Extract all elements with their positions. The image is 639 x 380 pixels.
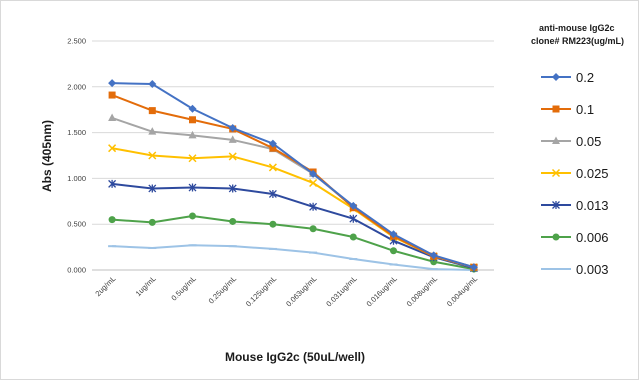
data-point bbox=[189, 116, 196, 124]
x-tick-label: 0.016ug/mL bbox=[365, 274, 399, 308]
data-point bbox=[552, 233, 560, 241]
data-point bbox=[269, 220, 277, 228]
data-point bbox=[429, 251, 438, 260]
legend-item: 0.006 bbox=[541, 230, 609, 245]
data-point bbox=[228, 152, 237, 161]
legend-item: 0.013 bbox=[541, 198, 609, 213]
data-point bbox=[148, 218, 156, 226]
y-tick-label: 1.500 bbox=[67, 128, 86, 137]
y-tick-label: 1.000 bbox=[67, 174, 86, 183]
data-point bbox=[389, 230, 398, 239]
data-point bbox=[268, 189, 277, 198]
legend-item: 0.003 bbox=[541, 262, 609, 277]
data-point bbox=[268, 163, 277, 172]
data-point bbox=[148, 107, 156, 115]
series-line bbox=[112, 244, 474, 271]
data-series bbox=[108, 79, 478, 273]
x-tick-label: 1ug/mL bbox=[134, 274, 158, 298]
legend-label: 0.05 bbox=[576, 134, 601, 149]
series-0.2 bbox=[108, 79, 478, 272]
y-axis-tick-labels: 0.000 0.500 1.000 1.500 2.000 2.500 bbox=[67, 37, 86, 275]
y-tick-label: 2.000 bbox=[67, 82, 86, 91]
data-point bbox=[188, 154, 197, 163]
series-line bbox=[112, 82, 475, 269]
x-axis-tick-labels: 2ug/mL 1ug/mL 0.5ug/mL 0.25ug/mL 0.125ug/mL 0… bbox=[93, 274, 479, 308]
data-point bbox=[188, 183, 197, 192]
legend-item: 0.2 bbox=[541, 70, 594, 85]
data-point bbox=[309, 225, 317, 233]
legend-item: 0.05 bbox=[541, 134, 601, 149]
data-point bbox=[349, 214, 358, 223]
data-point bbox=[551, 168, 561, 178]
x-tick-label: 0.063ug/mL bbox=[284, 274, 318, 308]
data-point bbox=[552, 73, 560, 81]
y-tick-label: 0.000 bbox=[67, 266, 86, 275]
y-tick-label: 2.500 bbox=[67, 37, 86, 46]
data-point bbox=[349, 233, 357, 241]
legend-label: 0.006 bbox=[576, 230, 609, 245]
legend-label: 0.025 bbox=[576, 166, 609, 181]
x-tick-label: 0.004ug/mL bbox=[445, 274, 479, 308]
data-point bbox=[349, 201, 358, 210]
data-point bbox=[148, 184, 157, 193]
data-point bbox=[148, 80, 157, 89]
legend-item: 0.1 bbox=[541, 102, 594, 117]
legend: anti-mouse IgG2c clone# RM223(ug/mL) 0.2… bbox=[531, 23, 624, 277]
legend-label: 0.1 bbox=[576, 102, 594, 117]
series-line bbox=[111, 116, 475, 269]
legend-label: 0.013 bbox=[576, 198, 609, 213]
legend-label: 0.003 bbox=[576, 262, 609, 277]
data-point bbox=[189, 212, 196, 220]
data-point bbox=[229, 217, 237, 225]
data-point bbox=[188, 104, 197, 113]
data-point bbox=[309, 178, 318, 188]
data-point bbox=[228, 124, 237, 133]
data-point bbox=[228, 135, 237, 143]
data-point bbox=[108, 79, 117, 88]
x-tick-label: 0.008ug/mL bbox=[405, 274, 439, 308]
y-axis-title: Abs (405nm) bbox=[40, 120, 54, 192]
data-point bbox=[148, 151, 157, 160]
x-tick-label: 0.125ug/mL bbox=[244, 274, 278, 308]
series-0.003 bbox=[108, 244, 478, 271]
legend-title-line1: anti-mouse IgG2c bbox=[539, 23, 615, 33]
data-point bbox=[108, 91, 116, 99]
data-point bbox=[430, 258, 438, 266]
legend-item: 0.025 bbox=[541, 166, 609, 181]
x-tick-label: 0.031ug/mL bbox=[324, 274, 358, 308]
x-tick-label: 2ug/mL bbox=[93, 274, 117, 298]
data-point bbox=[188, 130, 197, 139]
series-0.1 bbox=[108, 91, 478, 271]
x-axis-title: Mouse IgG2c (50uL/well) bbox=[225, 350, 365, 364]
x-tick-label: 0.5ug/mL bbox=[169, 274, 197, 302]
legend-label: 0.2 bbox=[576, 70, 594, 85]
series-line bbox=[111, 182, 475, 270]
data-point bbox=[309, 169, 318, 178]
data-point bbox=[108, 113, 117, 121]
data-point bbox=[552, 105, 560, 113]
data-point bbox=[108, 144, 117, 153]
data-point bbox=[390, 247, 397, 255]
x-tick-label: 0.25ug/mL bbox=[207, 274, 238, 305]
data-point bbox=[228, 184, 237, 193]
data-point bbox=[309, 202, 318, 211]
data-point bbox=[269, 144, 277, 152]
data-point bbox=[552, 136, 560, 144]
legend-title-line2: clone# RM223(ug/mL) bbox=[531, 36, 624, 46]
series-0.006 bbox=[108, 212, 478, 273]
data-point bbox=[552, 201, 560, 209]
series-line bbox=[111, 94, 475, 269]
series-line bbox=[112, 214, 475, 271]
data-point bbox=[108, 216, 116, 224]
data-point bbox=[148, 127, 157, 135]
y-tick-label: 0.500 bbox=[67, 220, 86, 229]
data-point bbox=[108, 179, 117, 188]
data-point bbox=[469, 263, 478, 272]
data-point bbox=[268, 139, 277, 148]
